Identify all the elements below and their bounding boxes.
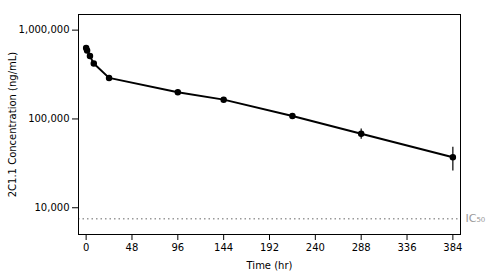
svg-text:1,000,000: 1,000,000 bbox=[19, 24, 70, 35]
svg-text:IC₅₀: IC₅₀ bbox=[466, 212, 486, 225]
svg-text:0: 0 bbox=[83, 242, 89, 253]
svg-text:48: 48 bbox=[126, 242, 139, 253]
svg-text:240: 240 bbox=[306, 242, 325, 253]
svg-text:336: 336 bbox=[397, 242, 416, 253]
svg-text:100,000: 100,000 bbox=[28, 113, 69, 124]
svg-text:2C1.1 Concentration (ng/mL): 2C1.1 Concentration (ng/mL) bbox=[7, 52, 18, 198]
svg-text:192: 192 bbox=[260, 242, 279, 253]
svg-text:96: 96 bbox=[171, 242, 184, 253]
svg-text:144: 144 bbox=[214, 242, 233, 253]
svg-text:10,000: 10,000 bbox=[35, 202, 70, 213]
svg-text:384: 384 bbox=[443, 242, 462, 253]
svg-text:288: 288 bbox=[352, 242, 371, 253]
svg-text:Time (hr): Time (hr) bbox=[246, 260, 293, 271]
